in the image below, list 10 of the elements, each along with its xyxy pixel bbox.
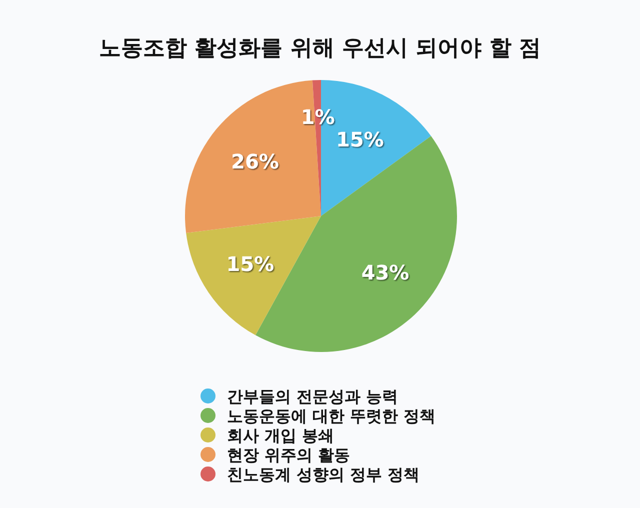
data-label: 26%	[231, 149, 279, 174]
legend-label: 노동운동에 대한 뚜렷한 정책	[227, 406, 436, 426]
data-label: 15%	[226, 252, 274, 276]
legend-label: 간부들의 전문성과 능력	[227, 387, 398, 406]
legend-label: 회사 개입 봉쇄	[227, 426, 334, 445]
data-label: 43%	[361, 260, 410, 285]
legend-label: 친노동계 성향의 정부 정책	[227, 465, 420, 484]
chart-title: 노동조합 활성화를 위해 우선시 되어야 할 점	[99, 36, 541, 61]
data-label: 15%	[336, 128, 384, 152]
legend-label: 현장 위주의 활동	[227, 446, 350, 464]
